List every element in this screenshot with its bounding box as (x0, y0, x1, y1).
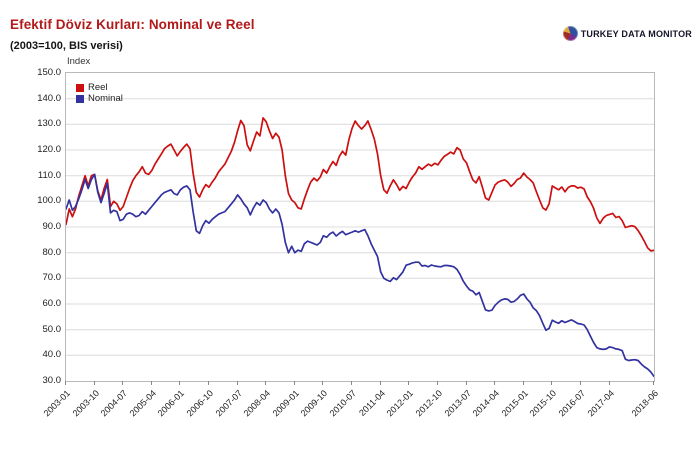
y-tick-label: 120.0 (37, 144, 61, 155)
x-tick-mark (293, 381, 295, 385)
reel-line (66, 117, 654, 252)
x-tick-mark (579, 381, 581, 385)
x-tick-mark (65, 381, 66, 385)
x-tick-mark (408, 381, 410, 385)
x-tick-mark (208, 381, 209, 385)
x-tick-label: 2018-06 (629, 388, 661, 419)
x-tick-mark (551, 381, 553, 385)
y-tick-label: 130.0 (37, 118, 61, 130)
x-tick-mark (465, 381, 467, 385)
y-tick-label: 100.0 (37, 195, 61, 207)
nominal-swatch (76, 95, 84, 103)
reel-swatch (76, 84, 84, 92)
x-tick-mark (522, 381, 524, 385)
x-tick-mark (379, 381, 381, 385)
y-axis-title: Index (67, 56, 91, 67)
x-tick-mark (436, 381, 438, 385)
x-tick-mark (494, 381, 496, 385)
y-tick-label: 50.0 (42, 323, 62, 335)
x-tick-mark (236, 381, 238, 385)
y-tick-label: 60.0 (42, 298, 62, 309)
x-tick-mark (322, 381, 324, 385)
x-tick-mark (265, 381, 267, 385)
brand-text: TURKEY DATA MONITOR (580, 28, 692, 39)
legend-label-reel: Reel (88, 82, 108, 93)
x-tick-mark (179, 381, 181, 385)
y-tick-label: 150.0 (37, 67, 61, 78)
nominal-line (66, 173, 654, 378)
x-tick-mark (122, 381, 124, 385)
pie-chart-icon (562, 26, 578, 41)
y-tick-label: 80.0 (42, 246, 62, 258)
legend-item-nominal: Nominal (76, 94, 123, 104)
plot-area (65, 72, 655, 382)
chart-subtitle: (2003=100, BIS verisi) (10, 40, 123, 52)
x-tick-mark (351, 381, 353, 385)
y-tick-label: 90.0 (42, 221, 62, 232)
x-tick-mark (150, 381, 152, 385)
legend: Reel Nominal (76, 83, 123, 105)
legend-label-nominal: Nominal (88, 93, 123, 104)
x-tick-mark (608, 381, 610, 385)
y-tick-label: 30.0 (42, 375, 62, 386)
brand-logo: TURKEY DATA MONITOR (562, 26, 692, 41)
y-tick-label: 110.0 (37, 169, 61, 181)
chart-title: Efektif Döviz Kurları: Nominal ve Reel (10, 17, 255, 32)
x-tick-mark (653, 381, 654, 385)
y-tick-label: 70.0 (42, 272, 62, 284)
legend-item-reel: Reel (76, 83, 123, 93)
line-chart-svg (66, 98, 654, 378)
y-tick-label: 140.0 (37, 92, 61, 104)
x-tick-mark (93, 381, 95, 385)
y-tick-label: 40.0 (42, 349, 62, 361)
